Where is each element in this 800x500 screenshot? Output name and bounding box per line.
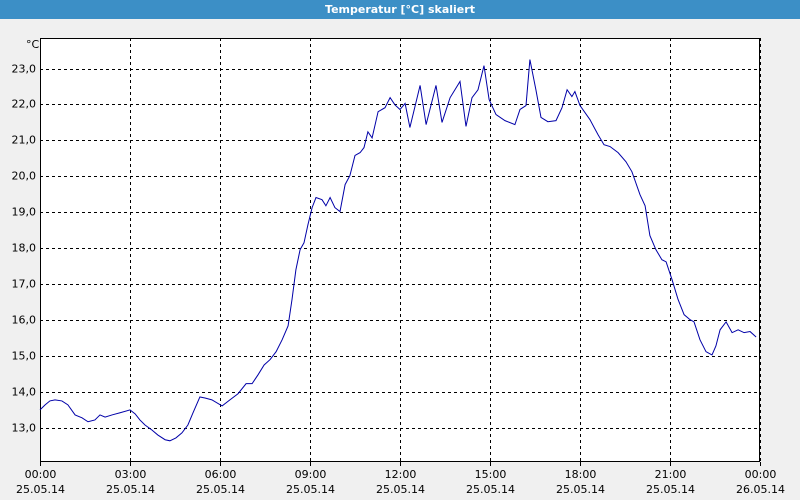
y-tick-label: 15,0 [12, 350, 37, 363]
y-tick-label: 16,0 [12, 314, 37, 327]
x-tick-date: 26.05.14 [736, 483, 785, 496]
x-tick-label: 00:00 [745, 468, 777, 481]
x-tick-date: 25.05.14 [646, 483, 695, 496]
x-tick-date: 25.05.14 [466, 483, 515, 496]
y-tick-label: 18,0 [12, 242, 37, 255]
x-tick-date: 25.05.14 [376, 483, 425, 496]
x-tick-date: 25.05.14 [106, 483, 155, 496]
y-tick-label: 20,0 [12, 170, 37, 183]
y-tick-label: 23,0 [12, 63, 37, 76]
y-axis-label: °C [26, 38, 40, 51]
x-tick-date: 25.05.14 [556, 483, 605, 496]
y-tick-label: 21,0 [12, 134, 37, 147]
x-tick-label: 21:00 [655, 468, 687, 481]
y-tick-label: 13,0 [12, 422, 37, 435]
x-tick-label: 15:00 [475, 468, 507, 481]
x-tick-date: 25.05.14 [286, 483, 335, 496]
x-tick-date: 25.05.14 [16, 483, 65, 496]
y-tick-label: 17,0 [12, 278, 37, 291]
plot-border [40, 38, 760, 462]
x-tick-label: 09:00 [295, 468, 327, 481]
data-line [39, 59, 757, 442]
x-tick-label: 03:00 [115, 468, 147, 481]
chart-title: Temperatur [°C] skaliert [0, 0, 800, 19]
x-tick-date: 25.05.14 [196, 483, 245, 496]
x-tick-label: 00:00 [25, 468, 57, 481]
y-tick-label: 19,0 [12, 206, 37, 219]
x-tick-label: 06:00 [205, 468, 237, 481]
x-tick-label: 12:00 [385, 468, 417, 481]
x-tick-label: 18:00 [565, 468, 597, 481]
y-tick-label: 22,0 [12, 98, 37, 111]
y-tick-label: 14,0 [12, 386, 37, 399]
